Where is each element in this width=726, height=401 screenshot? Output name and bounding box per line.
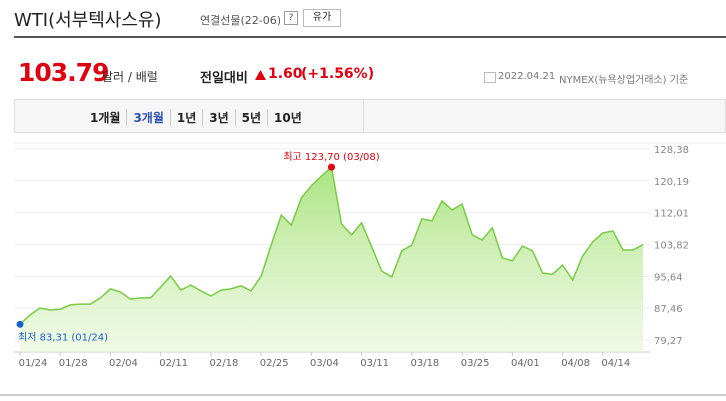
tab[interactable]: 3개월 xyxy=(126,109,169,126)
calendar-icon xyxy=(484,72,496,83)
x-tick-label: 03/25 xyxy=(461,358,490,369)
price-unit: 달러 / 배럴 xyxy=(102,70,158,84)
x-tick-label: 03/11 xyxy=(360,358,389,369)
y-tick-label: 79,27 xyxy=(654,336,683,347)
x-tick-label: 03/04 xyxy=(310,358,339,369)
extreme-marker xyxy=(328,163,335,171)
annotation: 최저 83,31 (01/24) xyxy=(18,331,108,343)
tab[interactable]: 10년 xyxy=(267,109,308,126)
title: WTI(서부텍사스유) xyxy=(14,10,162,31)
help-button[interactable]: ? xyxy=(284,11,298,25)
tab[interactable]: 3년 xyxy=(202,109,234,126)
tab-bar xyxy=(14,99,726,133)
x-tick-label: 02/18 xyxy=(210,358,239,369)
tab[interactable]: 5년 xyxy=(234,109,267,126)
y-tick-label: 120,19 xyxy=(654,177,689,188)
x-tick-label: 02/04 xyxy=(109,358,138,369)
annotation: 최고 123,70 (03/08) xyxy=(283,151,379,163)
x-tick-label: 03/18 xyxy=(410,358,439,369)
header-rule xyxy=(14,36,726,38)
price: 103.79 xyxy=(18,58,109,87)
y-tick-label: 95,64 xyxy=(654,272,683,283)
change-pct: (+1.56%) xyxy=(301,66,375,82)
y-tick-label: 103,82 xyxy=(654,241,689,252)
area-fill xyxy=(20,167,643,352)
x-tick-label: 02/11 xyxy=(159,358,188,369)
y-tick-label: 128,38 xyxy=(654,145,689,156)
x-tick-label: 02/25 xyxy=(260,358,289,369)
change: 1.60 xyxy=(268,66,303,82)
tab-divider xyxy=(363,100,364,132)
subtitle: 연결선물(22-06) xyxy=(200,14,282,27)
up-arrow xyxy=(255,70,266,80)
x-tick-label: 04/01 xyxy=(511,358,540,369)
x-tick-label: 01/24 xyxy=(19,358,48,369)
x-tick-label: 01/28 xyxy=(59,358,88,369)
tab[interactable]: 1년 xyxy=(169,109,202,126)
y-tick-label: 112,01 xyxy=(654,209,689,220)
x-tick-label: 04/08 xyxy=(561,358,590,369)
oil-button[interactable]: 유가 xyxy=(303,9,341,27)
tabs: 1개월 3개월 1년 3년 5년 10년 xyxy=(84,109,308,126)
change-label: 전일대비 xyxy=(200,71,248,86)
date: 2022.04.21 xyxy=(498,71,556,82)
x-tick-label: 04/14 xyxy=(601,358,630,369)
source: NYMEX(뉴욕상업거래소) 기준 xyxy=(559,75,689,86)
tab[interactable]: 1개월 xyxy=(90,111,121,125)
y-tick-label: 87,46 xyxy=(654,304,683,315)
extreme-marker xyxy=(16,320,24,328)
